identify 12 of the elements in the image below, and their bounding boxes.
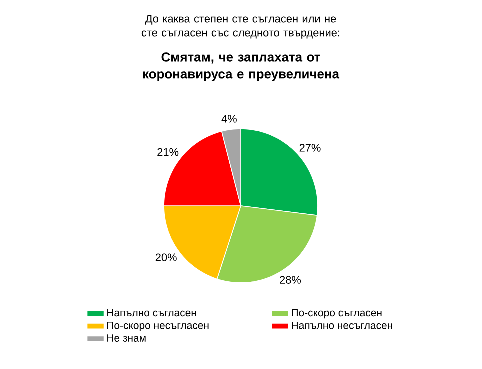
legend-label: По-скоро несъгласен [108,322,209,332]
legend-label: Не знам [108,334,146,342]
legend-label: Напълно несъгласен [292,322,392,330]
chart-title: Смятам, че заплахата от коронавируса е преувеличена [143,52,340,82]
chart-subtitle: До каква степен сте съгласен или не сте съгласен със следното твърдение: [142,15,340,39]
data-label: 20% [156,254,177,262]
data-label: 21% [158,148,179,156]
legend-label: Напълно съгласен [108,309,196,317]
legend-label: По-скоро съгласен [292,309,382,319]
data-label: 27% [300,144,321,152]
data-label: 28% [280,276,302,284]
data-label: 4% [222,115,237,123]
